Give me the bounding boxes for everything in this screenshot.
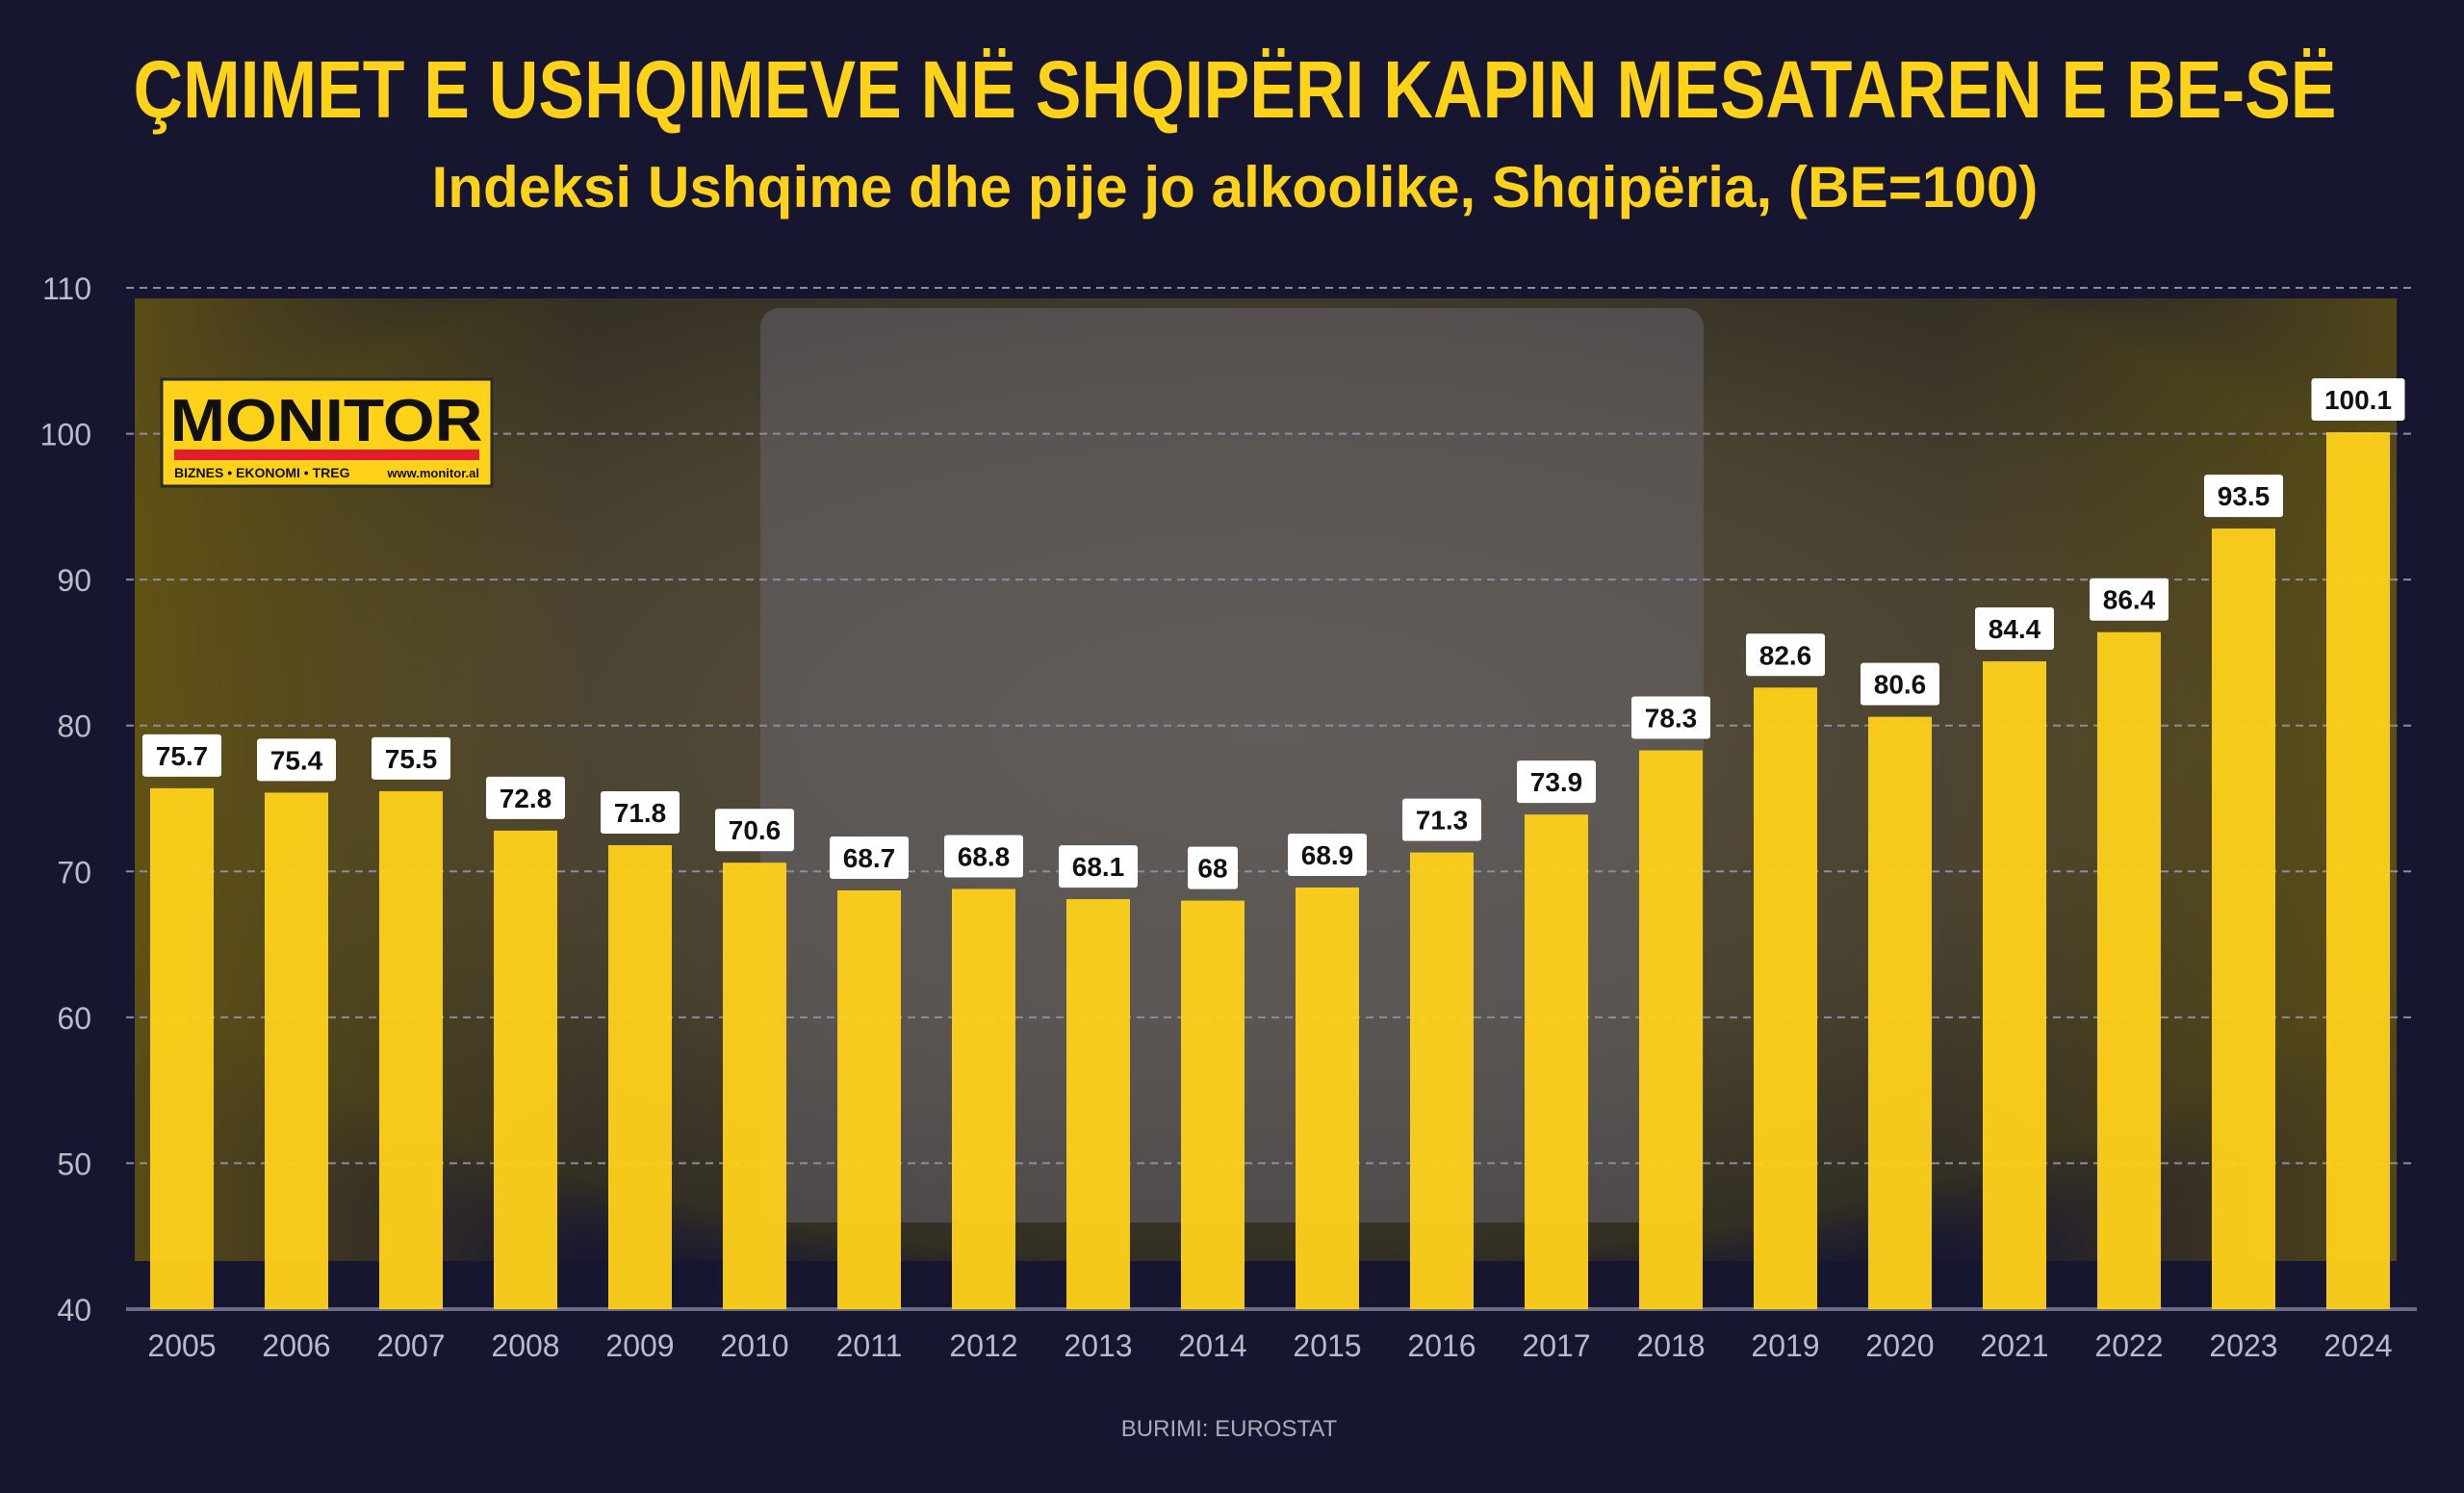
data-label: 68.9 bbox=[1301, 840, 1354, 870]
bar bbox=[2326, 432, 2390, 1309]
bar bbox=[379, 790, 443, 1309]
data-label: 93.5 bbox=[2218, 481, 2271, 511]
x-tick-label: 2018 bbox=[1636, 1328, 1705, 1363]
logo-name: MONITOR bbox=[170, 388, 483, 454]
chart-subtitle: Indeksi Ushqime dhe pije jo alkoolike, S… bbox=[432, 155, 2039, 219]
bar bbox=[1525, 814, 1588, 1309]
data-label-box bbox=[1188, 846, 1238, 889]
y-tick-label: 110 bbox=[42, 271, 91, 306]
bar bbox=[2212, 528, 2275, 1309]
data-label-box bbox=[1975, 607, 2054, 651]
bar bbox=[1868, 716, 1932, 1309]
logo-url: www.monitor.al bbox=[386, 466, 479, 480]
bar bbox=[1639, 750, 1703, 1309]
bar bbox=[150, 787, 214, 1309]
data-label: 82.6 bbox=[1759, 640, 1812, 670]
data-label-box bbox=[1631, 696, 1710, 739]
y-tick-label: 90 bbox=[57, 563, 91, 598]
data-label-box bbox=[601, 791, 680, 835]
data-label-box bbox=[2090, 578, 2169, 621]
data-label-box bbox=[1059, 845, 1138, 888]
bar bbox=[1983, 661, 2046, 1309]
bar bbox=[1066, 899, 1130, 1309]
y-tick-label: 50 bbox=[57, 1146, 91, 1181]
data-label: 68 bbox=[1197, 854, 1227, 884]
source-note: BURIMI: EUROSTAT bbox=[1121, 1416, 1338, 1442]
x-tick-label: 2005 bbox=[147, 1328, 216, 1363]
y-tick-label: 60 bbox=[57, 1001, 91, 1036]
x-tick-label: 2007 bbox=[376, 1328, 445, 1363]
data-label: 80.6 bbox=[1874, 670, 1927, 700]
x-tick-label: 2013 bbox=[1064, 1328, 1132, 1363]
x-tick-label: 2010 bbox=[720, 1328, 788, 1363]
data-label-box bbox=[2204, 475, 2283, 518]
data-label-box bbox=[1288, 833, 1367, 876]
bar bbox=[494, 830, 557, 1309]
bar bbox=[1410, 852, 1474, 1309]
y-tick-label: 100 bbox=[40, 418, 91, 452]
data-label-box bbox=[830, 836, 909, 879]
data-label: 68.7 bbox=[843, 843, 896, 873]
x-tick-label: 2023 bbox=[2209, 1328, 2277, 1363]
x-tick-label: 2009 bbox=[605, 1328, 674, 1363]
data-label: 72.8 bbox=[500, 784, 552, 813]
data-label: 78.3 bbox=[1645, 703, 1698, 733]
bar bbox=[837, 889, 901, 1309]
x-tick-label: 2024 bbox=[2323, 1328, 2392, 1363]
data-label: 84.4 bbox=[1989, 614, 2041, 644]
data-label: 100.1 bbox=[2324, 385, 2392, 415]
bar bbox=[608, 845, 672, 1309]
y-tick-label: 70 bbox=[57, 855, 91, 889]
bar bbox=[952, 888, 1015, 1309]
y-tick-label: 40 bbox=[57, 1293, 91, 1327]
x-tick-label: 2011 bbox=[836, 1328, 903, 1363]
y-tick-label: 80 bbox=[57, 709, 91, 744]
data-label: 75.5 bbox=[385, 744, 438, 774]
data-label: 71.8 bbox=[614, 798, 667, 828]
x-tick-label: 2020 bbox=[1865, 1328, 1934, 1363]
x-tick-label: 2015 bbox=[1293, 1328, 1361, 1363]
data-label-box bbox=[1746, 633, 1825, 677]
data-label-box bbox=[715, 809, 794, 852]
x-tick-label: 2016 bbox=[1407, 1328, 1476, 1363]
monitor-logo: MONITOR BIZNES • EKONOMI • TREG www.moni… bbox=[160, 377, 494, 488]
bars: 75.7 75.4 75.5 72.8 71.8 70.6 68.7 68.8 68.1 68 68… bbox=[142, 378, 2405, 1309]
bar bbox=[1181, 900, 1245, 1309]
x-tick-label: 2006 bbox=[262, 1328, 330, 1363]
data-label: 75.4 bbox=[270, 745, 323, 775]
chart-title: ÇMIMET E USHQIMEVE NË SHQIPËRI KAPIN MES… bbox=[134, 44, 2337, 135]
bar bbox=[265, 792, 328, 1309]
data-label: 70.6 bbox=[729, 815, 782, 845]
x-tick-label: 2012 bbox=[949, 1328, 1017, 1363]
data-label-box bbox=[944, 835, 1023, 878]
data-label-box bbox=[257, 738, 336, 782]
data-label: 75.7 bbox=[156, 741, 209, 771]
x-tick-label: 2008 bbox=[491, 1328, 559, 1363]
x-tick-label: 2014 bbox=[1178, 1328, 1246, 1363]
x-tick-label: 2017 bbox=[1522, 1328, 1590, 1363]
data-label: 68.1 bbox=[1072, 852, 1125, 882]
data-label: 71.3 bbox=[1416, 806, 1469, 836]
data-label-box bbox=[1517, 760, 1596, 804]
x-tick-label: 2021 bbox=[1980, 1328, 2048, 1363]
x-tick-label: 2019 bbox=[1751, 1328, 1819, 1363]
bar bbox=[1754, 687, 1817, 1309]
bar bbox=[1296, 887, 1359, 1309]
data-label: 86.4 bbox=[2103, 585, 2156, 615]
data-label-box bbox=[1402, 798, 1481, 841]
data-label-box bbox=[486, 776, 565, 819]
x-axis: 2005 2006 2007 2008 2009 2010 2011 2012 2013 2014… bbox=[147, 1328, 2392, 1363]
data-label: 68.8 bbox=[958, 841, 1011, 871]
logo-tagline: BIZNES • EKONOMI • TREG bbox=[174, 465, 350, 480]
bar bbox=[723, 862, 786, 1309]
x-tick-label: 2022 bbox=[2094, 1328, 2163, 1363]
data-label-box bbox=[2311, 378, 2405, 422]
data-label-box bbox=[372, 736, 450, 780]
data-label-box bbox=[142, 734, 221, 777]
bar bbox=[2097, 631, 2161, 1309]
data-label: 73.9 bbox=[1530, 767, 1583, 797]
data-label-box bbox=[1861, 662, 1939, 706]
